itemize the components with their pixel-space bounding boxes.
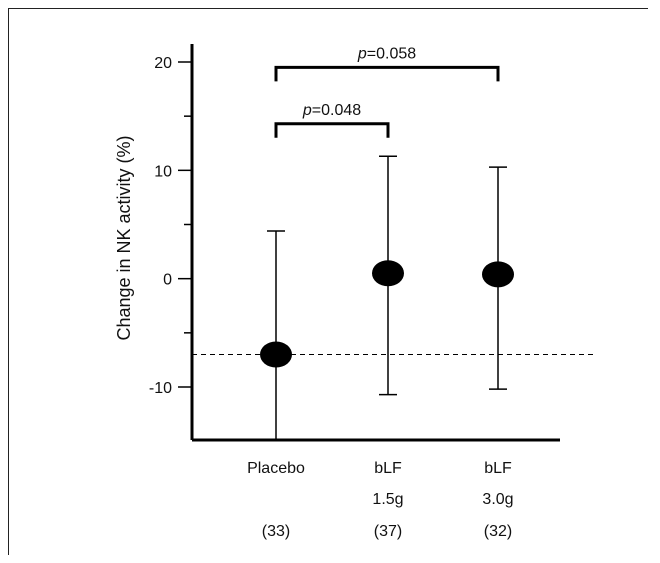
y-tick-label: -10 [149, 380, 172, 397]
category-n-label: (33) [262, 523, 290, 540]
figure-frame [8, 8, 648, 555]
category-sublabel: 3.0g [482, 491, 513, 508]
category-n-label: (37) [374, 523, 402, 540]
data-point [260, 341, 292, 368]
category-n-label: (32) [484, 523, 512, 540]
data-point [482, 261, 514, 288]
significance-bracket [274, 65, 500, 82]
p-value: =0.058 [367, 45, 416, 62]
category-label: bLF [374, 460, 402, 477]
category-sublabel: 1.5g [372, 491, 403, 508]
p-value-label: p=0.048 [302, 102, 361, 119]
y-tick-label: 0 [163, 272, 172, 289]
y-tick-label: 20 [154, 55, 172, 72]
category-label: Placebo [247, 460, 305, 477]
p-symbol: p [357, 45, 367, 62]
p-value-label: p=0.058 [357, 45, 416, 62]
y-axis-title: Change in NK activity (%) [114, 135, 134, 340]
y-tick-label: 10 [154, 163, 172, 180]
category-label: bLF [484, 460, 512, 477]
p-value: =0.048 [312, 102, 361, 119]
significance-bracket [274, 122, 390, 138]
data-point [372, 260, 404, 287]
p-symbol: p [302, 102, 312, 119]
